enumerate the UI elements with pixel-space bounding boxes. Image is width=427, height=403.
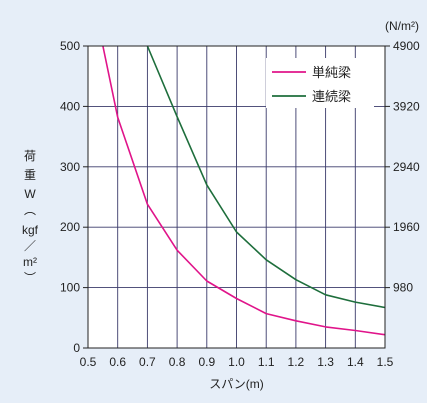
x-tick-label: 0.9 (198, 355, 215, 369)
x-tick-label: 1.2 (288, 355, 305, 369)
y-axis-label-char: 重 (24, 168, 36, 182)
x-tick-label: 1.5 (377, 355, 394, 369)
legend-label: 単純梁 (312, 65, 351, 80)
y-axis-label-char: ︶ (24, 271, 36, 285)
series-line-1 (102, 45, 386, 336)
x-tick-label: 0.7 (139, 355, 156, 369)
series-lines (102, 45, 386, 336)
x-tick-label: 0.6 (109, 355, 126, 369)
x-tick-label: 1.1 (258, 355, 275, 369)
right-tick-label: 980 (393, 281, 413, 295)
x-tick-label: 0.5 (80, 355, 97, 369)
x-tick-label: 0.8 (169, 355, 186, 369)
x-axis-ticks: 0.5 0.6 0.7 0.8 0.9 1.0 1.1 1.2 1.3 1.4 1.5 (80, 355, 394, 369)
y-axis-label-char: 荷 (24, 149, 36, 163)
legend-label: 連続梁 (312, 89, 351, 104)
right-tick-label: 2940 (393, 160, 420, 174)
y-axis-label-char: ／ (24, 239, 36, 253)
plot-frame (87, 45, 386, 349)
y-tick-label: 100 (60, 281, 80, 295)
right-tick-label: 3920 (393, 99, 420, 113)
y-axis-label-char: m² (23, 255, 37, 269)
y-axis-label-char: kgf (22, 223, 39, 237)
right-tick-label: 1960 (393, 220, 420, 234)
right-axis-ticks: 980 1960 2940 3920 4900 (385, 39, 420, 295)
y-axis-label-char: ︵ (24, 203, 36, 217)
right-axis-unit: (N/m²) (385, 19, 419, 33)
y-tick-label: 300 (60, 160, 80, 174)
y-tick-label: 500 (60, 39, 80, 53)
y-axis-label: 荷重W ︵ kgf ／ m² ︶ (22, 149, 39, 285)
y-axis-label-char: W (24, 187, 36, 201)
x-tick-label: 1.0 (228, 355, 245, 369)
y-tick-label: 200 (60, 220, 80, 234)
x-axis-label: スパン(m) (209, 377, 264, 391)
x-tick-label: 1.4 (347, 355, 364, 369)
x-tick-label: 1.3 (317, 355, 334, 369)
y-axis-ticks: 0 100 200 300 400 500 (60, 39, 88, 355)
series-line-2 (146, 45, 386, 309)
y-tick-label: 0 (73, 341, 80, 355)
legend-box (266, 58, 374, 108)
right-tick-label: 4900 (393, 39, 420, 53)
y-tick-label: 400 (60, 99, 80, 113)
